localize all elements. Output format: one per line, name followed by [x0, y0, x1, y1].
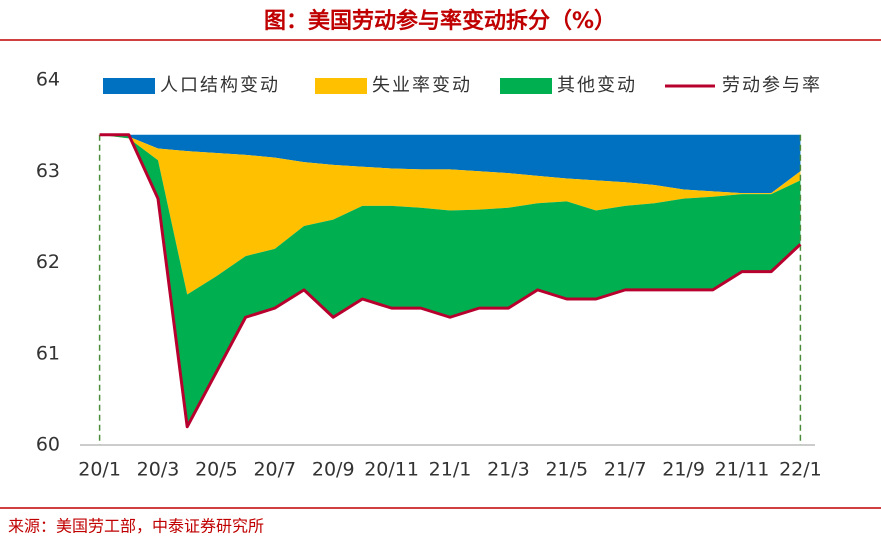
x-tick-label: 20/5 [195, 459, 238, 481]
y-tick-label: 63 [36, 160, 60, 182]
area-band [99, 134, 801, 194]
x-tick-label: 20/7 [253, 459, 296, 481]
legend-label: 人口结构变动 [160, 75, 280, 96]
x-tick-label: 21/1 [429, 459, 472, 481]
source-note: 来源：美国劳工部，中泰证券研究所 [8, 517, 264, 536]
y-tick-label: 61 [36, 342, 60, 364]
x-tick-label: 20/9 [312, 459, 355, 481]
legend-label: 劳动参与率 [722, 75, 822, 96]
x-tick-label: 21/3 [487, 459, 530, 481]
x-tick-label: 20/3 [137, 459, 180, 481]
y-tick-label: 60 [36, 434, 60, 456]
x-tick-label: 20/11 [364, 459, 419, 481]
area-band [99, 134, 801, 295]
x-tick-label: 21/7 [604, 459, 647, 481]
legend-label: 失业率变动 [372, 75, 472, 96]
chart-title: 图：美国劳动参与率变动拆分（%） [264, 8, 616, 34]
legend-swatch [103, 78, 155, 94]
legend-swatch [500, 78, 552, 94]
x-tick-label: 20/1 [78, 459, 121, 481]
y-tick-label: 62 [36, 251, 60, 273]
x-tick-label: 21/11 [715, 459, 770, 481]
y-tick-label: 64 [36, 69, 60, 91]
legend-label: 其他变动 [557, 75, 637, 96]
area-band [99, 134, 801, 427]
line [99, 133, 802, 429]
x-tick-label: 21/9 [662, 459, 705, 481]
x-tick-label: 22/1 [779, 459, 822, 481]
x-tick-label: 21/5 [545, 459, 588, 481]
legend-swatch [315, 78, 367, 94]
